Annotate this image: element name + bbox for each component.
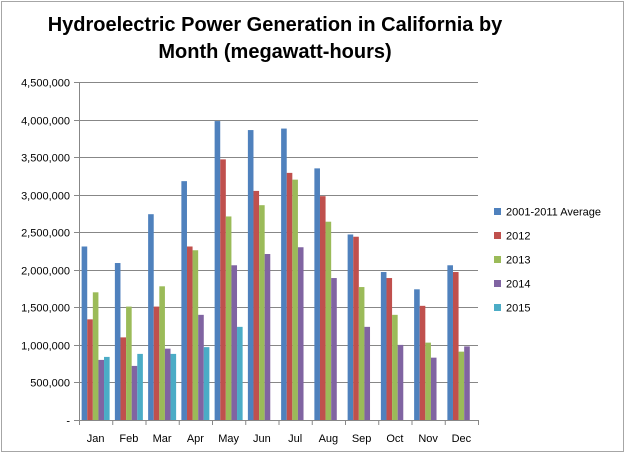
bar xyxy=(104,356,110,420)
bar xyxy=(414,289,420,420)
bar xyxy=(159,286,165,420)
bar xyxy=(447,265,453,420)
legend-swatch xyxy=(494,256,501,263)
bar xyxy=(164,348,171,420)
legend-swatch xyxy=(494,232,501,239)
legend-label: 2014 xyxy=(506,279,530,291)
bar xyxy=(214,121,221,421)
bar xyxy=(253,190,260,420)
bar xyxy=(198,314,204,420)
y-tick-label: 500,000 xyxy=(30,378,70,390)
x-tick-label: Sep xyxy=(352,433,372,445)
bar xyxy=(430,357,437,420)
x-tick-label: Aug xyxy=(319,433,339,445)
bar xyxy=(425,342,431,420)
bar xyxy=(458,351,465,420)
bar xyxy=(314,168,320,420)
bar xyxy=(319,196,326,420)
bar xyxy=(137,353,143,420)
bar xyxy=(452,272,459,420)
x-tick-label: Nov xyxy=(418,433,438,445)
legend-swatch xyxy=(494,280,501,287)
bar xyxy=(353,236,359,420)
legend-swatch xyxy=(494,208,501,215)
bars xyxy=(81,121,470,421)
x-tick-label: May xyxy=(218,433,239,445)
bar xyxy=(419,305,426,420)
bar xyxy=(364,326,371,420)
bar xyxy=(98,359,105,420)
bar xyxy=(131,365,138,420)
x-tick-label: Jan xyxy=(87,433,105,445)
bar xyxy=(464,346,470,420)
bar xyxy=(386,278,393,420)
gridlines xyxy=(79,82,478,383)
y-tick-label: 4,000,000 xyxy=(21,116,70,128)
bar xyxy=(81,246,88,420)
bar xyxy=(292,179,298,420)
bar xyxy=(331,278,337,420)
bar xyxy=(281,128,287,420)
bar xyxy=(392,314,398,420)
y-tick-label: 4,500,000 xyxy=(21,78,70,90)
y-tick-label: 3,500,000 xyxy=(21,153,70,165)
bar xyxy=(92,292,99,420)
chart-title: Hydroelectric Power Generation in Califo… xyxy=(47,14,503,63)
bar xyxy=(220,159,226,420)
bar xyxy=(358,287,365,420)
bar xyxy=(286,172,293,420)
bar xyxy=(231,265,238,420)
y-tick-label: 2,500,000 xyxy=(21,228,70,240)
bar xyxy=(225,216,232,420)
y-tick-label: 1,000,000 xyxy=(21,341,70,353)
x-tick-label: Jun xyxy=(253,433,271,445)
bar xyxy=(259,205,265,420)
x-tick-label: Oct xyxy=(386,433,403,445)
x-tick-label: Dec xyxy=(452,433,472,445)
bar xyxy=(87,319,93,420)
x-tick-label: Mar xyxy=(153,433,172,445)
bar xyxy=(148,214,154,420)
legend-label: 2012 xyxy=(506,231,530,243)
y-tick-labels: - 500,000 1,000,000 1,500,000 2,000,000 2,500… xyxy=(21,78,70,428)
bar xyxy=(247,130,254,420)
bar xyxy=(325,221,332,420)
bar xyxy=(347,234,354,420)
bar xyxy=(380,272,387,420)
bar xyxy=(153,306,160,420)
legend-label: 2001-2011 Average xyxy=(506,207,601,219)
legend-label: 2015 xyxy=(506,303,530,315)
bar xyxy=(181,181,187,420)
legend: 2001-2011 Average 2012 2013 2014 2015 xyxy=(494,207,601,315)
bar xyxy=(237,326,243,420)
x-tick-label: Apr xyxy=(187,433,204,445)
x-tick-labels: Jan Feb Mar Apr May Jun Jul Aug Sep Oct Nov Dec xyxy=(87,433,472,445)
y-tick-label: 2,000,000 xyxy=(21,266,70,278)
bar xyxy=(114,263,121,420)
bar xyxy=(297,247,304,420)
bar xyxy=(264,254,271,420)
bar xyxy=(186,246,193,420)
bar xyxy=(203,347,210,420)
y-tick-label: 1,500,000 xyxy=(21,303,70,315)
y-tick-label: - xyxy=(66,416,70,428)
legend-swatch xyxy=(494,304,501,311)
x-tick-label: Feb xyxy=(119,433,138,445)
legend-label: 2013 xyxy=(506,255,530,267)
bar xyxy=(126,306,132,420)
axes xyxy=(74,82,479,425)
bar xyxy=(397,344,404,420)
bar xyxy=(120,337,127,420)
bar xyxy=(170,353,177,420)
bar xyxy=(192,250,199,420)
x-tick-label: Jul xyxy=(288,433,302,445)
y-tick-label: 3,000,000 xyxy=(21,191,70,203)
